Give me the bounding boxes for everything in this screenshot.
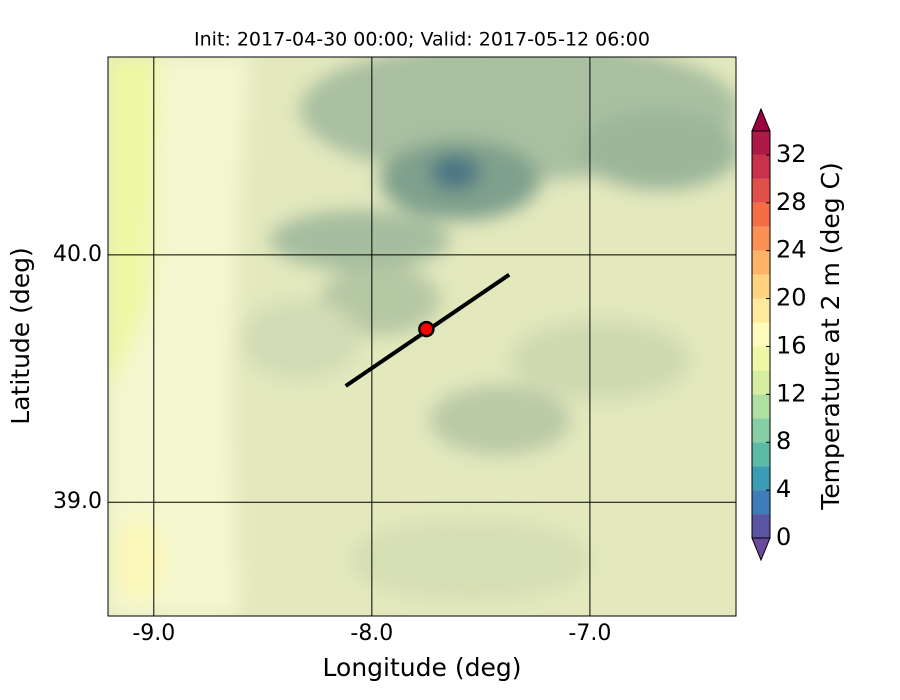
colorbar-band [752, 274, 770, 299]
colorbar-band [752, 298, 770, 323]
colorbar-band [752, 322, 770, 347]
y-tick-label: 39.0 [53, 489, 102, 514]
colorbar-tick-label: 12 [776, 379, 807, 407]
x-tick-label: -7.0 [568, 621, 611, 646]
colorbar-tick-label: 28 [776, 188, 807, 216]
colorbar-band [752, 370, 770, 395]
colorbar-tick-label: 4 [776, 475, 791, 503]
colorbar-label: Temperature at 2 m (deg C) [816, 162, 845, 511]
colorbar-band [752, 131, 770, 155]
map-frame [107, 56, 737, 617]
colorbar-band [752, 154, 770, 179]
colorbar-band [752, 442, 770, 467]
colorbar-band [752, 490, 770, 515]
colorbar-tick-label: 24 [776, 236, 807, 264]
colorbar-band [752, 346, 770, 371]
colorbar-band [752, 418, 770, 443]
colorbar-band [752, 514, 770, 538]
colorbar-band [752, 466, 770, 491]
y-tick-label: 40.0 [53, 242, 102, 267]
colorbar-tick-label: 32 [776, 140, 807, 168]
x-tick-label: -8.0 [350, 621, 393, 646]
x-tick-label: -9.0 [132, 621, 175, 646]
colorbar-tick-label: 20 [776, 284, 807, 312]
colorbar-tick-label: 0 [776, 523, 791, 551]
colorbar-band [752, 394, 770, 419]
colorbar-band [752, 178, 770, 203]
colorbar-band [752, 202, 770, 227]
colorbar-band [752, 226, 770, 251]
colorbar-tick-label: 16 [776, 331, 807, 359]
colorbar-under [751, 537, 771, 562]
colorbar-frame [751, 130, 771, 539]
x-axis-label: Longitude (deg) [323, 653, 522, 682]
section-point [418, 320, 435, 338]
colorbar-band [752, 250, 770, 275]
colorbar-over [751, 107, 771, 132]
colorbar-tick-label: 8 [776, 427, 791, 455]
y-axis-label: Latitude (deg) [6, 247, 35, 424]
title: Init: 2017-04-30 00:00; Valid: 2017-05-1… [194, 29, 650, 51]
